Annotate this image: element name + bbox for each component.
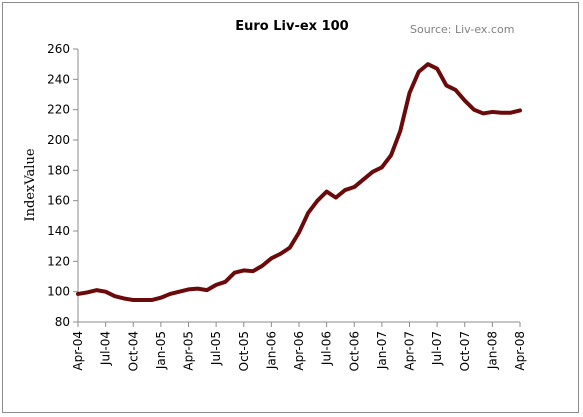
data-point xyxy=(159,296,163,300)
data-point xyxy=(500,111,504,115)
data-point xyxy=(509,111,513,115)
x-tick-label: Jul-06 xyxy=(320,331,334,366)
x-tick-label: Jul-07 xyxy=(430,331,444,366)
x-tick-label: Jan-05 xyxy=(154,331,168,370)
x-tick-label: Oct-04 xyxy=(126,331,140,371)
y-tick-label: 140 xyxy=(47,224,70,238)
chart-source: Source: Liv-ex.com xyxy=(410,23,514,36)
x-tick-label: Oct-06 xyxy=(347,331,361,371)
y-tick-label: 180 xyxy=(47,163,70,177)
data-point xyxy=(150,298,154,302)
data-point xyxy=(463,99,467,103)
data-point xyxy=(214,283,218,287)
x-tick-label: Apr-04 xyxy=(71,331,85,371)
data-point xyxy=(122,296,126,300)
data-point xyxy=(187,287,191,291)
x-tick-label: Jul-05 xyxy=(209,331,223,366)
x-tick-label: Jan-07 xyxy=(375,331,389,370)
data-point xyxy=(94,288,98,292)
x-tick-label: Jul-04 xyxy=(99,331,113,366)
x-tick-label: Jan-06 xyxy=(264,331,278,370)
data-point xyxy=(223,280,227,284)
data-point xyxy=(426,62,430,66)
x-tick-label: Oct-05 xyxy=(237,331,251,371)
x-tick-label: Apr-05 xyxy=(182,331,196,371)
series-layer xyxy=(76,62,522,303)
data-point xyxy=(343,188,347,192)
y-tick-label: 120 xyxy=(47,254,70,268)
data-point xyxy=(104,290,108,294)
data-point xyxy=(177,290,181,294)
data-point xyxy=(131,298,135,302)
data-point xyxy=(472,108,476,112)
data-point xyxy=(389,153,393,157)
data-point xyxy=(490,110,494,114)
data-point xyxy=(233,271,237,275)
data-point xyxy=(352,185,356,189)
data-point xyxy=(168,292,172,296)
x-tick-label: Apr-06 xyxy=(292,331,306,371)
data-point xyxy=(518,108,522,112)
data-point xyxy=(435,67,439,71)
x-tick-label: Apr-07 xyxy=(403,331,417,371)
data-point xyxy=(398,129,402,133)
y-tick-label: 220 xyxy=(47,103,70,117)
data-point xyxy=(325,190,329,194)
data-point xyxy=(85,290,89,294)
data-point xyxy=(113,294,117,298)
series-line xyxy=(76,62,522,303)
data-point xyxy=(481,111,485,115)
data-point xyxy=(242,268,246,272)
y-axis-title: IndexValue xyxy=(23,148,38,221)
y-tick-label: 80 xyxy=(55,315,70,329)
y-ticks: 80 100 120 140 160 180 200 220 240 260 xyxy=(47,42,78,329)
data-point xyxy=(279,252,283,256)
data-point xyxy=(260,264,264,268)
x-tick-label: Apr-08 xyxy=(513,331,527,371)
data-point xyxy=(288,246,292,250)
y-tick-label: 240 xyxy=(47,72,70,86)
data-point xyxy=(371,170,375,174)
data-point xyxy=(417,70,421,74)
data-point xyxy=(251,269,255,273)
data-point xyxy=(408,91,412,95)
data-point xyxy=(454,88,458,92)
x-tick-label: Oct-07 xyxy=(458,331,472,371)
y-tick-label: 100 xyxy=(47,285,70,299)
data-point xyxy=(140,298,144,302)
data-point xyxy=(315,199,319,203)
y-tick-label: 160 xyxy=(47,194,70,208)
chart-title: Euro Liv-ex 100 xyxy=(235,19,348,34)
data-point xyxy=(361,177,365,181)
data-point xyxy=(306,211,310,215)
y-tick-label: 260 xyxy=(47,42,70,56)
x-tick-label: Jan-08 xyxy=(485,331,499,370)
data-point xyxy=(205,288,209,292)
chart-frame xyxy=(2,2,579,413)
data-point xyxy=(269,256,273,260)
data-point xyxy=(380,165,384,169)
data-point xyxy=(196,287,200,291)
data-point xyxy=(444,83,448,87)
y-tick-label: 200 xyxy=(47,133,70,147)
data-point xyxy=(334,196,338,200)
data-point xyxy=(76,292,80,296)
data-point xyxy=(297,231,301,235)
x-ticks: Apr-04 Jul-04 Oct-04 Jan-05 Apr-05 Jul-05 Oct-… xyxy=(71,322,527,371)
